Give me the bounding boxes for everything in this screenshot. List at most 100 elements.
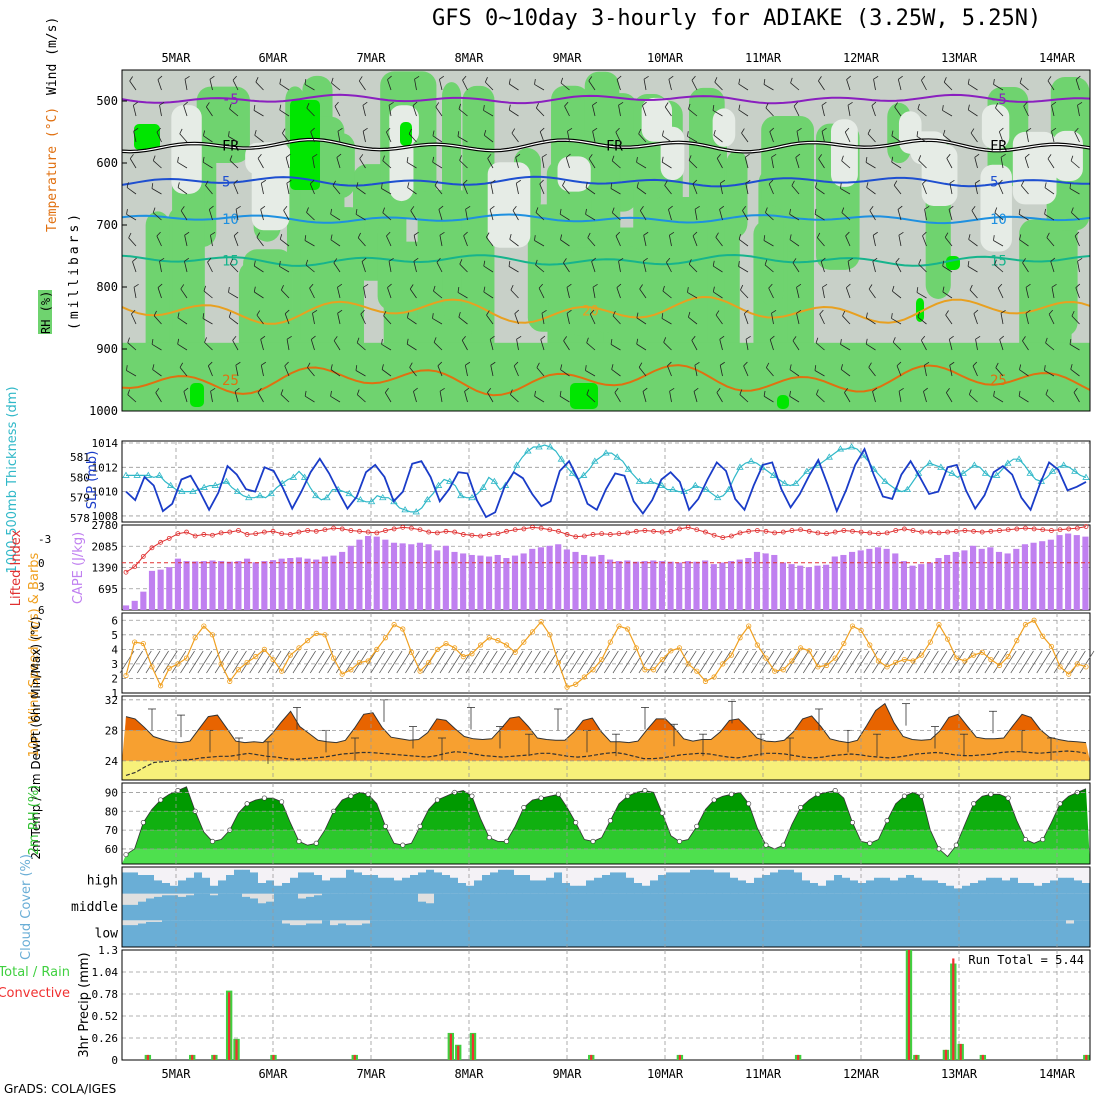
wind-barb: [310, 335, 316, 351]
wind-barb-10m: [984, 650, 1000, 674]
wind-barb-staff: [388, 261, 392, 273]
rh-green-area: [442, 82, 462, 321]
wind-barb: [407, 182, 417, 195]
lifted-index-point: [884, 530, 890, 536]
wind-barb-flag: [639, 206, 644, 211]
cloud-middle-bar: [522, 893, 531, 921]
wind-barb-flag: [765, 102, 769, 109]
wind-barb-flag: [618, 101, 624, 106]
cloud-middle-gap: [266, 893, 275, 902]
wind-barb-staff: [208, 209, 213, 221]
wind-barb-staff: [873, 79, 876, 91]
wind-barb-flag: [1045, 389, 1049, 395]
lifted-index-point: [971, 528, 976, 534]
cloud-high-clear: [666, 867, 675, 873]
cloud-middle-bar: [778, 893, 787, 921]
cloud-low-bar: [946, 920, 955, 947]
wind-barb-flag: [1050, 257, 1056, 262]
wind-speed-point: [676, 645, 683, 651]
wind-barb: [814, 365, 825, 377]
wind-barb: [228, 287, 239, 299]
wind-barb-staff: [691, 80, 698, 91]
lifted-index-point: [348, 528, 354, 533]
wind-barb-staff: [228, 136, 239, 143]
wind-barb-10m: [413, 650, 429, 674]
cloud-low-gap: [282, 920, 291, 924]
cape-bar: [676, 562, 683, 610]
wind-barb-staff: [869, 210, 876, 221]
wind-barb: [177, 156, 188, 169]
wind-barb-10m: [431, 650, 446, 674]
cloud-high-clear: [546, 867, 555, 878]
wind-barb-staff: [464, 365, 468, 377]
wind-barb-flag: [483, 260, 486, 267]
wind-speed-point: [253, 654, 259, 660]
wind-barb-staff: [745, 339, 749, 351]
thickness-point: [1071, 467, 1079, 474]
wind-barb-staff: [840, 344, 851, 351]
cloud-high-bar: [746, 883, 755, 894]
wind-barb: [768, 283, 774, 299]
wind-barb-flag: [508, 78, 511, 85]
wind-barb-staff: [968, 83, 978, 91]
wind-barb-flag: [922, 179, 927, 185]
cloud-low-gap: [298, 920, 307, 926]
wind-speed-point: [988, 656, 994, 663]
wind-barb: [822, 283, 828, 299]
wind-barb-flag: [1025, 309, 1031, 314]
wind-barb-flag: [768, 283, 773, 289]
wind-barb-10m: [508, 650, 524, 674]
wind-barb-staff: [560, 82, 570, 91]
wind-barb-flag: [687, 311, 691, 318]
lifted-index-point: [495, 531, 501, 537]
cloud-middle-bar: [730, 893, 739, 921]
wind-barb-flag: [566, 309, 572, 314]
wind-barb: [739, 389, 749, 403]
wind-barb-staff: [435, 106, 443, 117]
cloud-middle-gap: [186, 893, 195, 896]
wind-barb-flag: [566, 153, 571, 158]
wind-barb-staff: [310, 131, 315, 143]
wind-barb: [1023, 101, 1029, 117]
cloud-high-clear: [122, 867, 131, 873]
thickness-point: [713, 493, 722, 501]
cape-bar: [944, 554, 951, 610]
cloud-high-bar: [130, 872, 139, 894]
cloud-low-bar: [1034, 920, 1043, 947]
wind-barb-staff: [585, 370, 596, 377]
wind-barb: [845, 231, 851, 247]
wind-barb-staff: [1044, 187, 1055, 195]
wind-barb: [968, 389, 978, 403]
wind-barb: [566, 283, 572, 299]
wind-barb-flag: [129, 76, 133, 82]
cloud-low-bar: [1010, 920, 1019, 947]
wind-barb-staff: [330, 369, 341, 377]
wind-barb: [866, 182, 876, 195]
wind-barb: [942, 286, 953, 299]
wind-barb: [790, 77, 800, 91]
cloud-high-bar: [530, 880, 539, 894]
wind-barb-staff: [898, 235, 902, 247]
cape-bar: [615, 561, 622, 610]
wind-barb-staff: [789, 213, 800, 221]
wind-barb-staff: [180, 210, 188, 221]
cloud-high-clear: [234, 867, 243, 870]
wind-barb: [918, 259, 927, 273]
cloud-low-bar: [890, 920, 899, 947]
lifted-index-point: [573, 534, 579, 540]
isotherm-20: [122, 295, 1090, 325]
wind-barb-10m: [629, 650, 645, 674]
cloud-low-bar: [794, 920, 803, 947]
wind-barb-flag: [310, 179, 315, 185]
wind-barb: [1073, 387, 1080, 403]
cloud-high-bar: [850, 880, 859, 894]
thickness-point: [256, 491, 264, 499]
wind-barb-flag: [614, 388, 619, 393]
wind-barb: [514, 309, 520, 325]
wind-speed-point: [166, 665, 172, 671]
thickness-point: [200, 483, 208, 490]
wind-barb-staff: [560, 369, 570, 377]
thickness-point: [602, 449, 610, 456]
wind-barb-staff: [1024, 157, 1029, 169]
cape-bar: [330, 555, 337, 610]
